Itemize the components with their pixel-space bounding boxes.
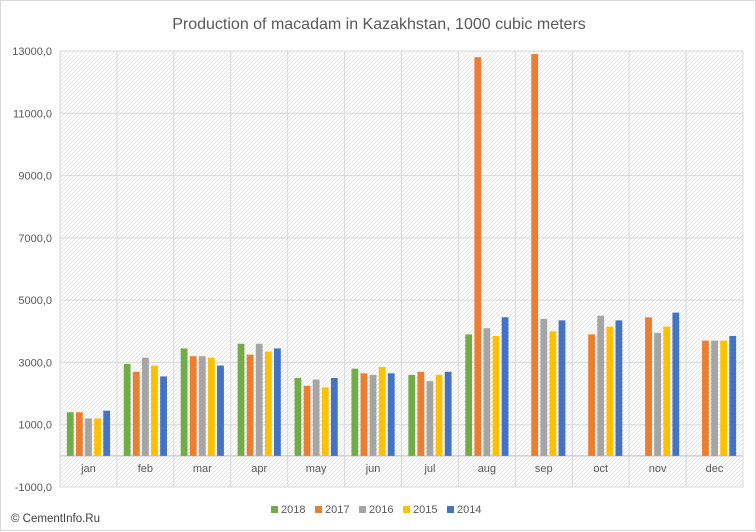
- bar: [465, 334, 473, 456]
- bar: [217, 365, 224, 456]
- bar: [720, 340, 728, 456]
- bar: [330, 378, 338, 456]
- legend-label: 2015: [413, 504, 437, 516]
- bar: [387, 373, 395, 456]
- legend-label: 2014: [457, 504, 481, 516]
- bar: [711, 340, 718, 456]
- legend-label: 2016: [369, 504, 393, 516]
- bar: [94, 418, 101, 456]
- bar: [378, 367, 386, 456]
- y-tick-label: -1000,0: [15, 482, 52, 494]
- bar: [615, 320, 623, 456]
- x-tick-label: aug: [478, 463, 496, 475]
- bar: [360, 373, 368, 456]
- bar: [606, 326, 614, 456]
- y-tick-label: 7000,0: [18, 233, 52, 245]
- bar: [588, 334, 596, 456]
- bar: [198, 356, 206, 456]
- y-tick-label: 9000,0: [18, 171, 52, 183]
- y-tick-label: 1000,0: [18, 420, 52, 432]
- bar: [417, 371, 425, 456]
- x-tick-label: apr: [251, 463, 267, 475]
- bar: [141, 357, 149, 456]
- x-tick-label: sep: [535, 463, 553, 475]
- legend-swatch: [403, 506, 410, 513]
- bar: [558, 320, 566, 456]
- bar: [540, 318, 548, 456]
- bar: [264, 351, 272, 456]
- bar: [246, 354, 254, 456]
- bar: [85, 418, 92, 456]
- legend-swatch: [271, 506, 278, 513]
- legend-swatch: [359, 506, 366, 513]
- bar: [597, 315, 605, 456]
- bar: [474, 57, 482, 456]
- bar: [321, 387, 329, 456]
- y-tick-label: 11000,0: [13, 108, 52, 120]
- y-tick-label: 5000,0: [18, 295, 52, 307]
- chart-title: Production of macadam in Kazakhstan, 100…: [172, 16, 586, 33]
- bar: [303, 385, 311, 456]
- bar: [180, 348, 188, 456]
- bar: [66, 412, 74, 456]
- copyright-label: © CementInfo.Ru: [11, 513, 100, 525]
- x-tick-label: jun: [365, 463, 381, 475]
- bar: [75, 412, 83, 456]
- bar: [103, 410, 111, 456]
- bar: [207, 357, 215, 456]
- legend-label: 2018: [281, 504, 305, 516]
- bar: [294, 378, 302, 456]
- bar: [369, 374, 377, 456]
- x-tick-label: dec: [706, 463, 724, 475]
- bar: [645, 317, 652, 456]
- bar: [435, 374, 443, 456]
- bar: [151, 365, 158, 456]
- x-tick-label: feb: [138, 463, 153, 475]
- bar: [729, 335, 737, 456]
- bar: [663, 326, 671, 456]
- bar: [123, 363, 131, 456]
- bar: [672, 312, 680, 456]
- bar: [501, 317, 509, 456]
- bar: [654, 332, 662, 456]
- bar: [237, 343, 245, 456]
- bar: [312, 379, 320, 456]
- y-tick-label: 3000,0: [18, 357, 52, 369]
- bar: [351, 368, 359, 456]
- y-tick-label: 13000,0: [12, 46, 52, 58]
- bar: [274, 348, 281, 456]
- bar: [444, 371, 452, 456]
- bar: [702, 340, 709, 456]
- bar: [189, 356, 197, 456]
- legend-label: 2017: [325, 504, 349, 516]
- bar: [531, 54, 539, 456]
- bar: [483, 328, 491, 456]
- x-tick-label: jul: [423, 463, 435, 475]
- bar: [408, 374, 416, 456]
- x-tick-label: nov: [649, 463, 667, 475]
- bar: [426, 381, 434, 456]
- legend-swatch: [315, 506, 322, 513]
- x-tick-label: may: [306, 463, 327, 475]
- x-tick-label: oct: [593, 463, 608, 475]
- x-tick-label: mar: [193, 463, 212, 475]
- bar: [255, 343, 263, 456]
- legend-swatch: [447, 506, 454, 513]
- x-tick-label: jan: [80, 463, 96, 475]
- bar: [492, 335, 500, 456]
- bar: [132, 371, 140, 456]
- bar: [160, 376, 167, 456]
- bar: [549, 331, 557, 456]
